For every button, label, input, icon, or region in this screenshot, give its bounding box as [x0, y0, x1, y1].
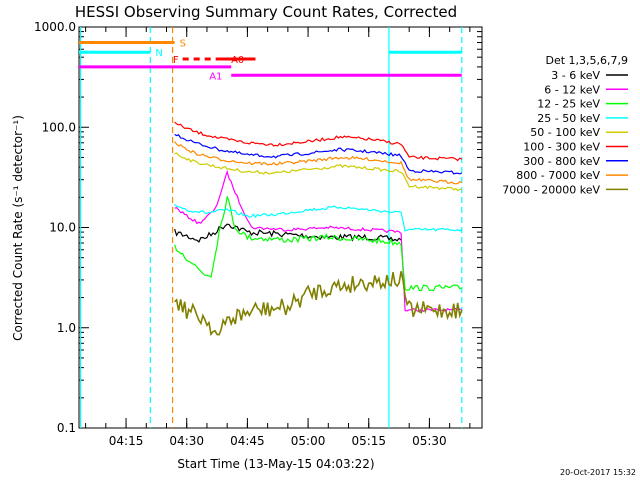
y-tick-label: 1000.0	[34, 20, 76, 34]
x-tick-label: 04:15	[109, 434, 144, 448]
legend-label: 50 - 100 keV	[530, 126, 600, 139]
series-line	[174, 133, 463, 175]
flag-label: N	[155, 48, 162, 59]
plot-marks: 0.1 1.0 10.0 100.0 1000.0 04:15 04:30 04:45 05:0…	[34, 20, 482, 448]
timestamp: 20-Oct-2017 15:32	[560, 468, 636, 477]
series-line	[174, 152, 462, 192]
y-tick-label: 0.1	[57, 421, 76, 435]
flag-label: A1	[209, 71, 222, 82]
legend-label: 25 - 50 keV	[537, 112, 600, 125]
x-tick-label: 04:30	[169, 434, 204, 448]
x-tick-label: 05:15	[351, 434, 386, 448]
legend-title: Det 1,3,5,6,7,9	[545, 54, 628, 67]
y-axis-label: Corrected Count Rate (s⁻¹ detector⁻¹)	[11, 115, 25, 341]
legend-label: 7000 - 20000 keV	[502, 183, 600, 196]
x-tick-label: 04:45	[230, 434, 265, 448]
series-line	[174, 223, 402, 243]
x-tick-label: 05:30	[412, 434, 447, 448]
series-line	[174, 121, 463, 162]
flag-label: A0	[231, 55, 244, 66]
series-line	[174, 169, 463, 313]
legend-label: 3 - 6 keV	[551, 69, 600, 82]
legend-label: 100 - 300 keV	[523, 141, 600, 154]
series-group	[174, 121, 463, 337]
legend-label: 300 - 800 keV	[523, 155, 600, 168]
x-tick-label: 05:00	[291, 434, 326, 448]
chart-title: HESSI Observing Summary Count Rates, Cor…	[75, 3, 457, 21]
y-tick-label: 100.0	[42, 120, 76, 134]
flag-label: S	[180, 39, 186, 50]
flag-label: F	[173, 55, 179, 66]
series-line	[174, 141, 463, 185]
y-tick-label: 10.0	[49, 221, 76, 235]
series-line	[174, 203, 463, 232]
plot-frame	[78, 26, 483, 429]
series-line	[174, 196, 462, 292]
series-line	[174, 271, 463, 337]
legend-label: 12 - 25 keV	[537, 98, 600, 111]
legend-label: 6 - 12 keV	[544, 83, 600, 96]
x-axis-label: Start Time (13-May-15 04:03:22)	[177, 457, 374, 471]
legend-label: 800 - 7000 keV	[516, 169, 600, 182]
y-tick-label: 1.0	[57, 321, 76, 335]
